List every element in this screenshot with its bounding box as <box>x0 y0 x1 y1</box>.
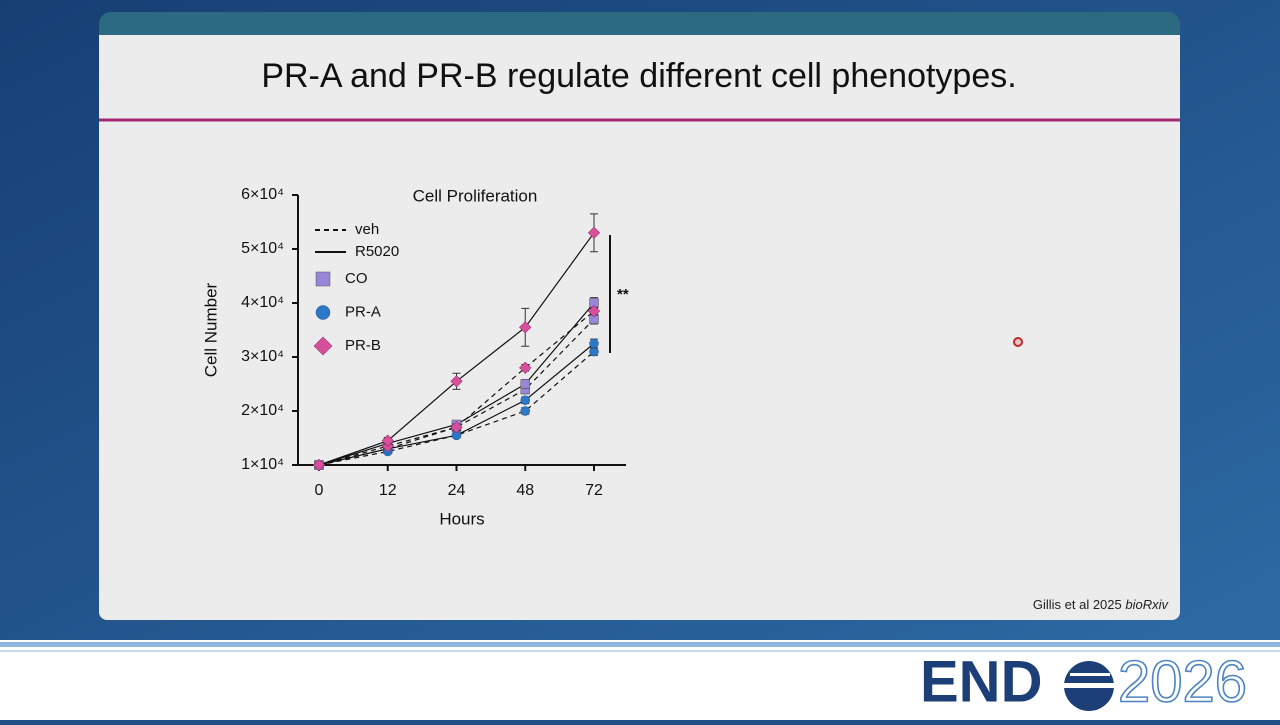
footer-stripe <box>0 642 1280 647</box>
logo-year: 2026 <box>1118 649 1247 714</box>
x-tick-label: 12 <box>379 482 397 499</box>
data-point <box>519 361 532 375</box>
data-point <box>589 346 599 357</box>
laser-pointer <box>1013 337 1023 347</box>
data-point <box>450 420 463 434</box>
x-tick-label: 24 <box>448 482 466 499</box>
citation-journal: bioRxiv <box>1125 597 1169 612</box>
legend-label: CO <box>345 270 368 287</box>
x-tick-label: 72 <box>585 482 603 499</box>
y-axis-label: Cell Number <box>201 282 220 377</box>
footer-stripe <box>0 650 1280 652</box>
data-point <box>520 406 530 416</box>
data-point <box>587 226 601 240</box>
citation: Gillis et al 2025 bioRxiv <box>1033 597 1170 612</box>
data-point <box>520 379 530 389</box>
x-tick-label: 48 <box>516 482 534 499</box>
chart: Cell Proliferation Hours Cell Number ** … <box>201 186 628 528</box>
legend-label: veh <box>355 221 379 238</box>
series-line <box>318 310 595 466</box>
slide-title: PR-A and PR-B regulate different cell ph… <box>261 57 1016 95</box>
logo-globe <box>1060 661 1120 711</box>
x-axis-label: Hours <box>439 509 484 528</box>
card <box>99 35 1180 620</box>
legend-label: PR-A <box>345 303 381 320</box>
y-tick-label: 6×10⁴ <box>241 186 284 203</box>
y-tick-label: 4×10⁴ <box>241 294 284 311</box>
series-line <box>318 351 595 466</box>
legend-label: PR-B <box>345 337 381 354</box>
data-point <box>381 434 394 447</box>
data-point <box>587 304 601 318</box>
citation-authors: Gillis et al 2025 <box>1033 597 1122 612</box>
legend-label: R5020 <box>355 243 399 260</box>
legend-marker <box>315 305 331 320</box>
data-point <box>519 321 532 334</box>
chart-title: Cell Proliferation <box>413 186 538 205</box>
x-tick-label: 0 <box>315 482 324 499</box>
card-top <box>99 35 1180 55</box>
data-point <box>312 458 326 472</box>
y-tick-label: 1×10⁴ <box>241 456 284 473</box>
data-point <box>520 395 530 405</box>
y-tick-label: 2×10⁴ <box>241 402 284 419</box>
significance-label: ** <box>617 286 629 303</box>
y-tick-label: 5×10⁴ <box>241 240 284 257</box>
data-point <box>589 338 599 349</box>
data-point <box>450 375 463 388</box>
logo-end: END <box>920 649 1042 714</box>
legend-marker <box>313 336 333 356</box>
y-tick-label: 3×10⁴ <box>241 348 284 365</box>
legend-marker <box>315 271 331 287</box>
